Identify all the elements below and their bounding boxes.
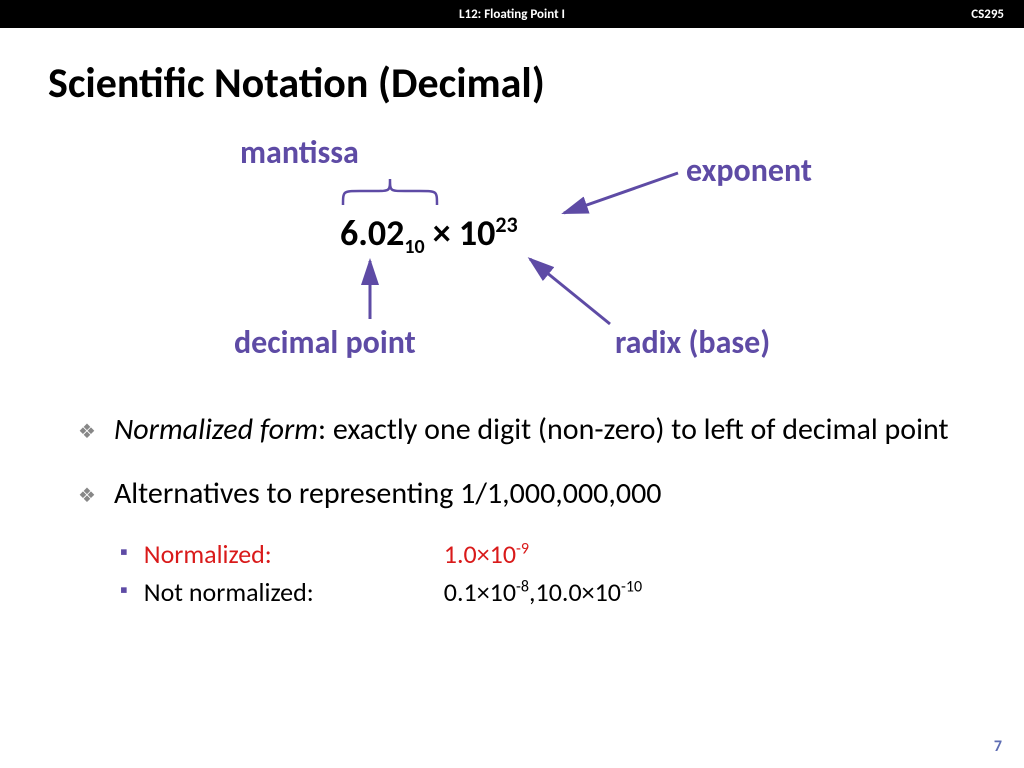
slide-title: Scientific Notation (Decimal)	[48, 58, 1024, 109]
sub-value: 0.1×10-8,10.0×10-10	[444, 576, 642, 610]
sub-label: Normalized:	[144, 538, 444, 572]
sub-bullet-not-normalized: ▪ Not normalized: 0.1×10-8,10.0×10-10	[120, 576, 964, 610]
diamond-bullet-icon: ❖	[78, 484, 96, 513]
label-decimal: decimal point	[234, 323, 416, 362]
header-right: CS295	[971, 7, 1004, 22]
sub-label: Not normalized:	[144, 576, 444, 610]
square-bullet-icon: ▪	[120, 538, 128, 572]
header-center: L12: Floating Point I	[459, 7, 565, 22]
bullet-rest: : exactly one digit (non-zero) to left o…	[318, 411, 948, 448]
bullet-alternatives: ❖ Alternatives to representing 1/1,000,0…	[78, 475, 964, 513]
sub-bullet-normalized: ▪ Normalized: 1.0×10-9	[120, 538, 964, 572]
bullet-text: Alternatives to representing 1/1,000,000…	[114, 475, 964, 513]
formula: 6.0210 × 1023	[340, 211, 518, 259]
slide-header: L12: Floating Point I CS295	[0, 0, 1024, 28]
formula-base: 10	[459, 211, 496, 255]
bullet-italic: Normalized form	[114, 411, 318, 448]
formula-mantissa: 6.02	[340, 211, 404, 255]
square-bullet-icon: ▪	[120, 576, 128, 610]
page-number: 7	[994, 737, 1002, 756]
content: ❖ Normalized form: exactly one digit (no…	[78, 411, 964, 610]
formula-subscript: 10	[404, 235, 424, 259]
label-mantissa: mantissa	[240, 133, 359, 172]
formula-times: ×	[425, 211, 459, 255]
formula-exponent: 23	[495, 211, 517, 238]
notation-diagram: 6.0210 × 1023 mantissa exponent decimal …	[0, 129, 1024, 379]
bullet-normalized-form: ❖ Normalized form: exactly one digit (no…	[78, 411, 964, 449]
label-radix: radix (base)	[615, 323, 770, 362]
sub-value: 1.0×10-9	[444, 538, 529, 572]
label-exponent: exponent	[686, 151, 812, 190]
diamond-bullet-icon: ❖	[78, 420, 96, 449]
